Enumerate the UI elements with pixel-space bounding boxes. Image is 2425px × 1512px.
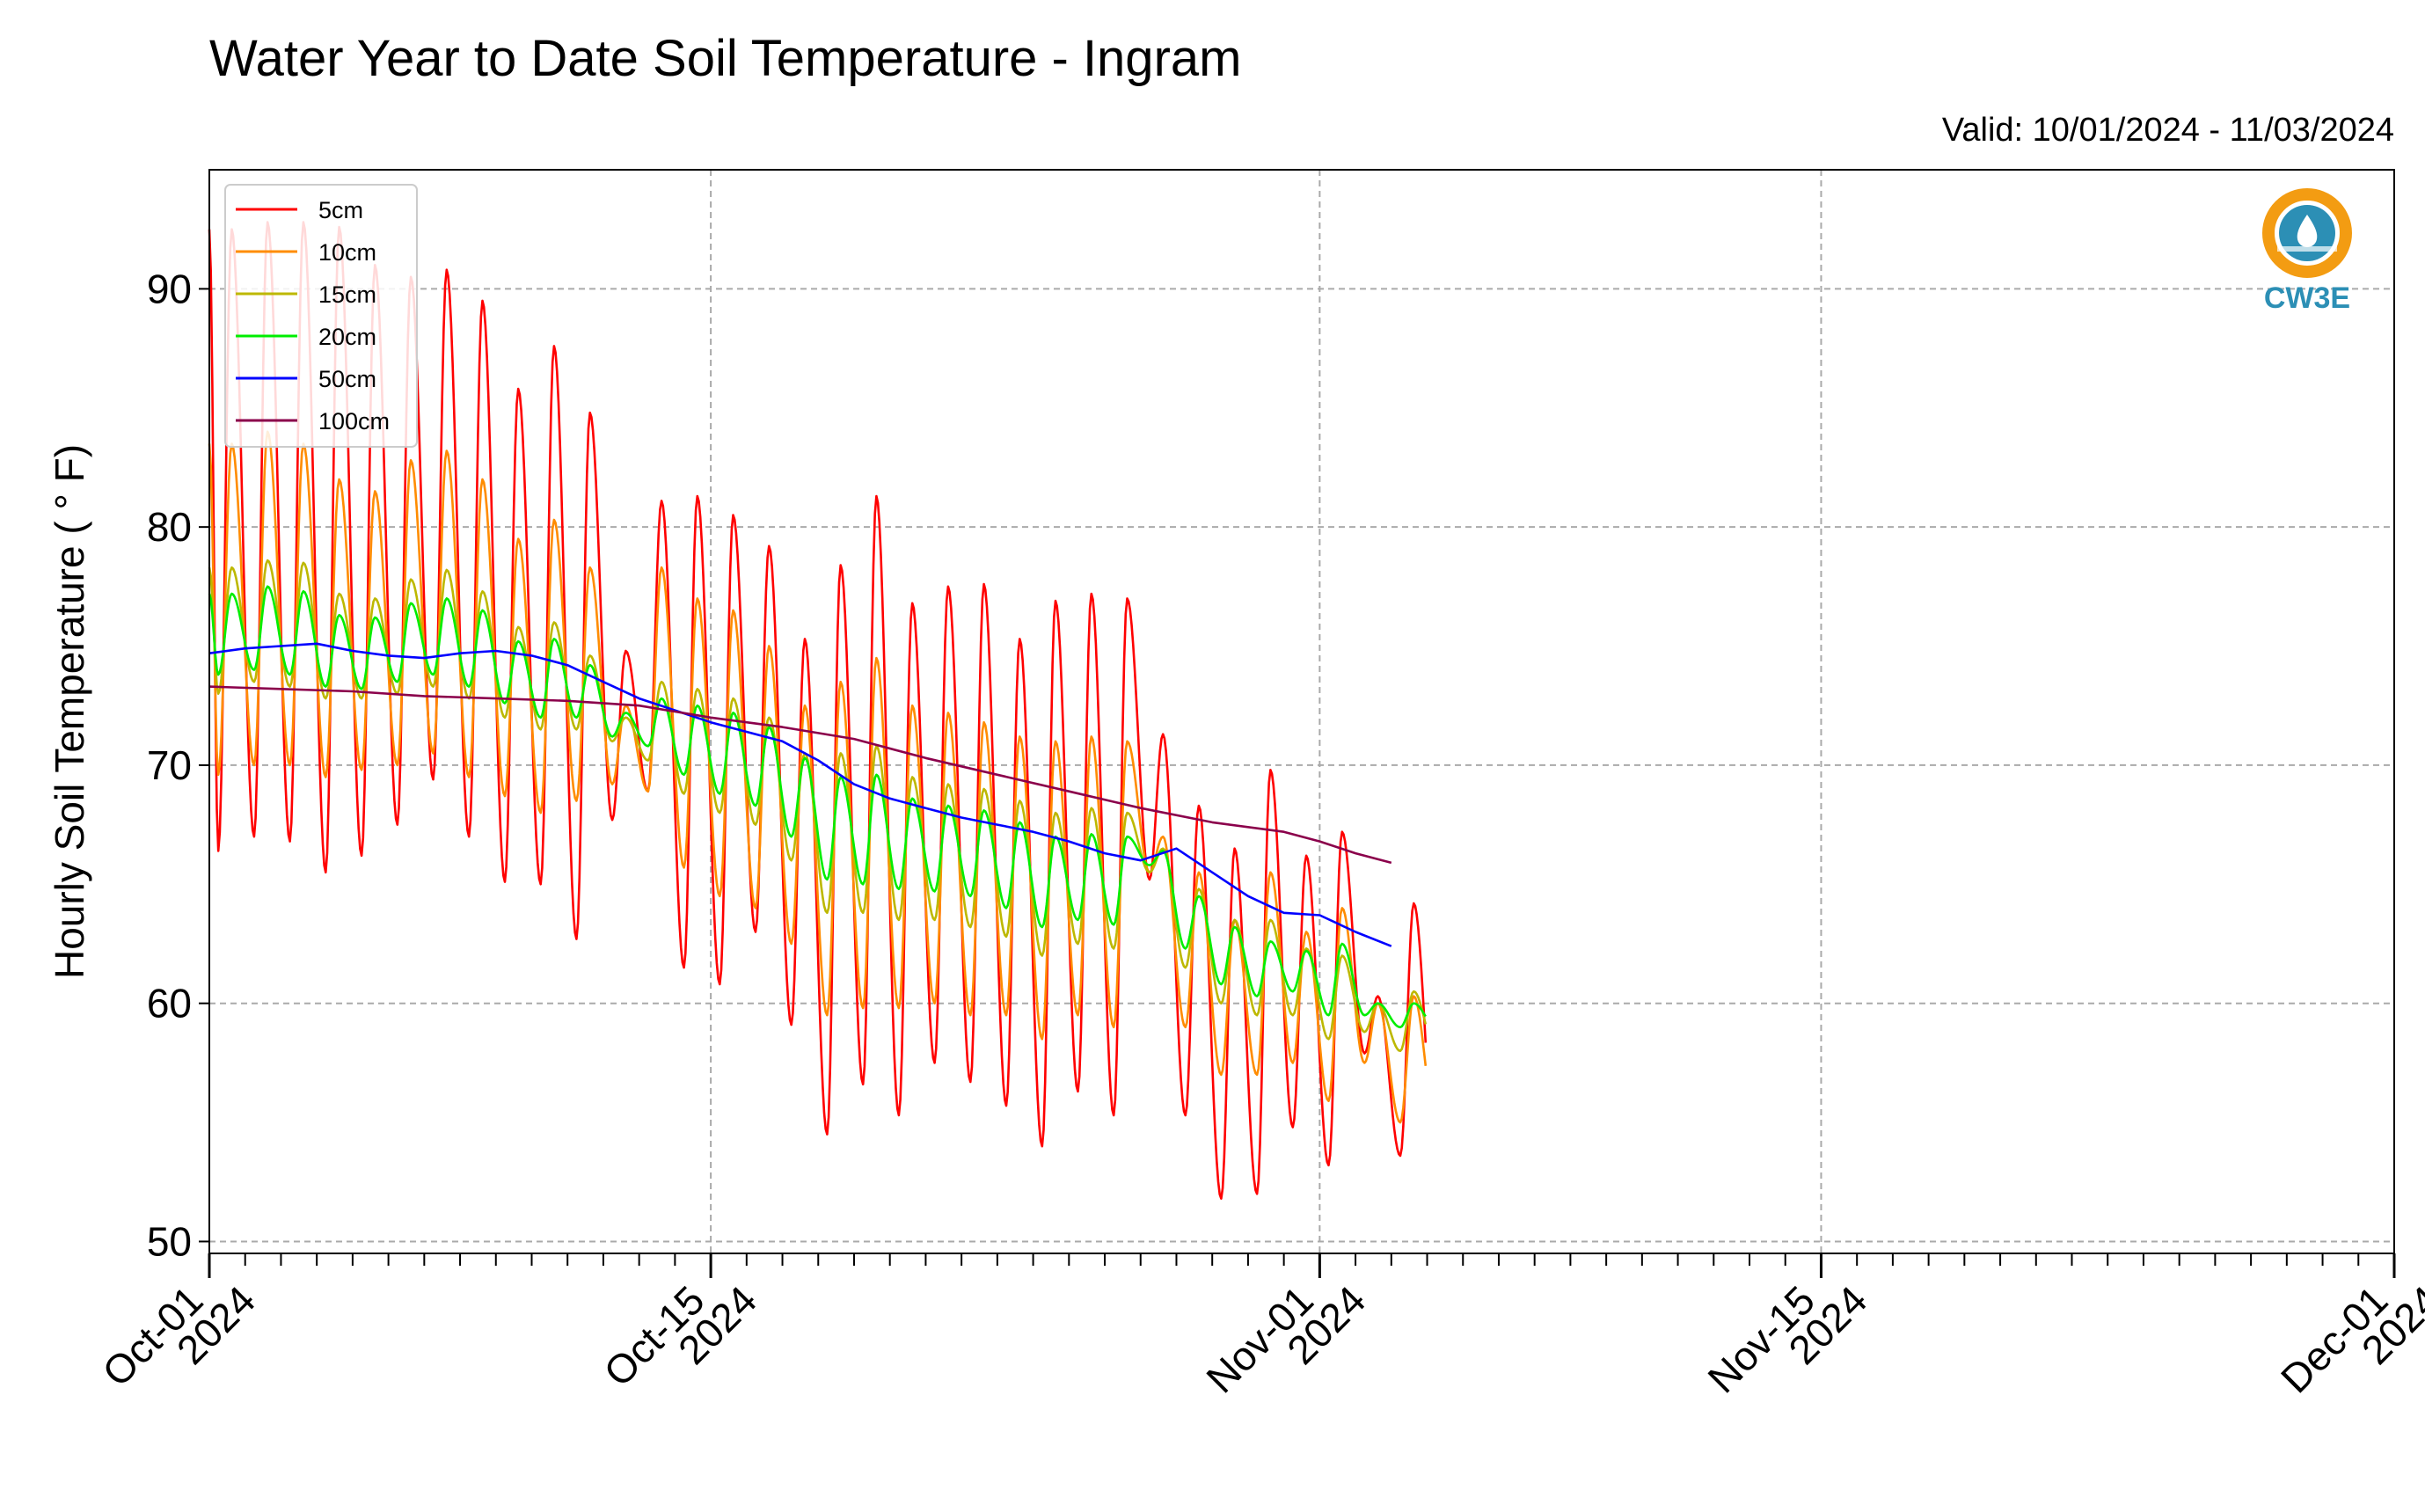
legend-label: 100cm [318,408,390,435]
y-tick-label: 50 [147,1218,192,1264]
y-tick-label: 70 [147,742,192,788]
y-tick-label: 90 [147,266,192,311]
y-tick-label: 60 [147,981,192,1026]
cw3e-logo: CW3E [2262,188,2352,315]
logo-ring-icon [2262,188,2352,278]
legend: 5cm 10cm 15cm 20cm 50cm 100cm [224,184,418,448]
chart-title: Water Year to Date Soil Temperature - In… [209,30,1241,87]
legend-label: 20cm [318,324,376,350]
logo-text: CW3E [2264,281,2350,315]
plot-frame [208,169,2395,1254]
logo-wave-icon [2277,246,2337,252]
legend-label: 10cm [318,239,376,266]
series-line-100cm [208,685,1392,865]
series-line-20cm [208,585,1427,1029]
series-line-15cm [208,559,1428,1053]
y-axis-label: Hourly Soil Temperature ( ° F) [47,444,92,979]
legend-label: 5cm [318,197,363,223]
legend-label: 50cm [318,366,376,392]
series-line-10cm [208,430,1428,1124]
valid-date-range: Valid: 10/01/2024 - 11/03/2024 [1942,112,2394,149]
series-line-50cm [208,642,1392,947]
y-tick-label: 80 [147,504,192,550]
logo-water-drop-icon [2297,215,2318,247]
legend-label: 15cm [318,281,376,308]
